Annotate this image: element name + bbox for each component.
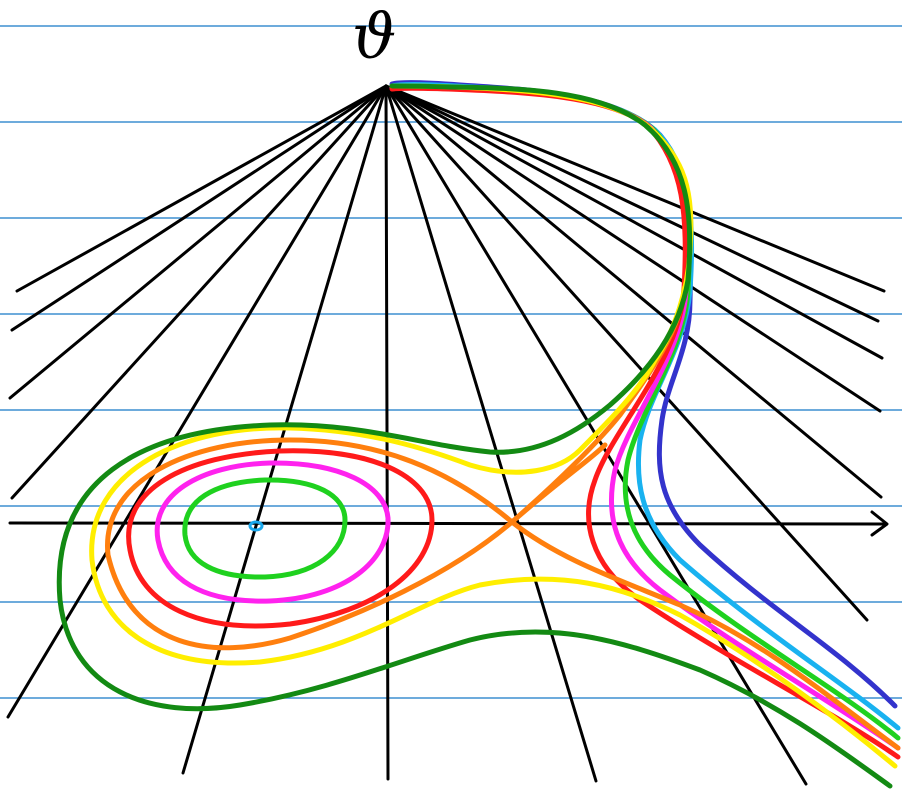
axis-line (10, 523, 886, 524)
yellow-contour (92, 86, 895, 766)
horizontal-axis (10, 512, 887, 535)
projection-rays (8, 86, 884, 784)
projection-ray (386, 86, 867, 620)
vanishing-point-label: ϑ (352, 0, 396, 73)
contour-tails (392, 83, 898, 757)
projection-ray (17, 86, 386, 291)
darkgreen-contour (59, 86, 890, 786)
projection-ray (10, 86, 386, 398)
projection-ray (386, 86, 882, 358)
magenta-contour (157, 463, 388, 601)
